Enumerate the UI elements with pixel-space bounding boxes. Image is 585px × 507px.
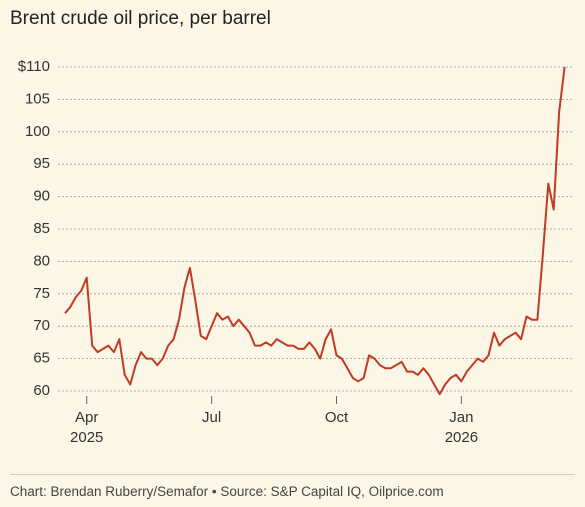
x-tick-label: Oct (324, 409, 349, 426)
x-tick-label: Jul (202, 409, 222, 426)
x-tick-label: Apr 2025 (70, 409, 104, 446)
y-tick-label: 60 (33, 382, 50, 399)
y-tick-label: 75 (33, 285, 50, 302)
y-tick-label: $110 (18, 58, 50, 75)
divider (10, 474, 575, 475)
source-note: Chart: Brendan Ruberry/Semafor • Source:… (10, 484, 444, 499)
y-tick-label: 105 (25, 90, 50, 107)
y-tick-label: 70 (33, 317, 50, 334)
y-tick-label: 90 (33, 188, 50, 205)
plot: $110 105 100 95 90 85 80 75 70 65 60 (18, 58, 572, 404)
x-tick-label: Jan 2026 (444, 409, 479, 446)
y-tick-label: 80 (33, 252, 50, 269)
y-tick-label: 85 (33, 220, 50, 237)
y-tick-label: 100 (25, 123, 50, 140)
price-line (64, 66, 566, 396)
y-tick-label: 95 (33, 155, 50, 172)
chart-title: Brent crude oil price, per barrel (10, 8, 271, 29)
y-tick-label: 65 (33, 350, 50, 367)
